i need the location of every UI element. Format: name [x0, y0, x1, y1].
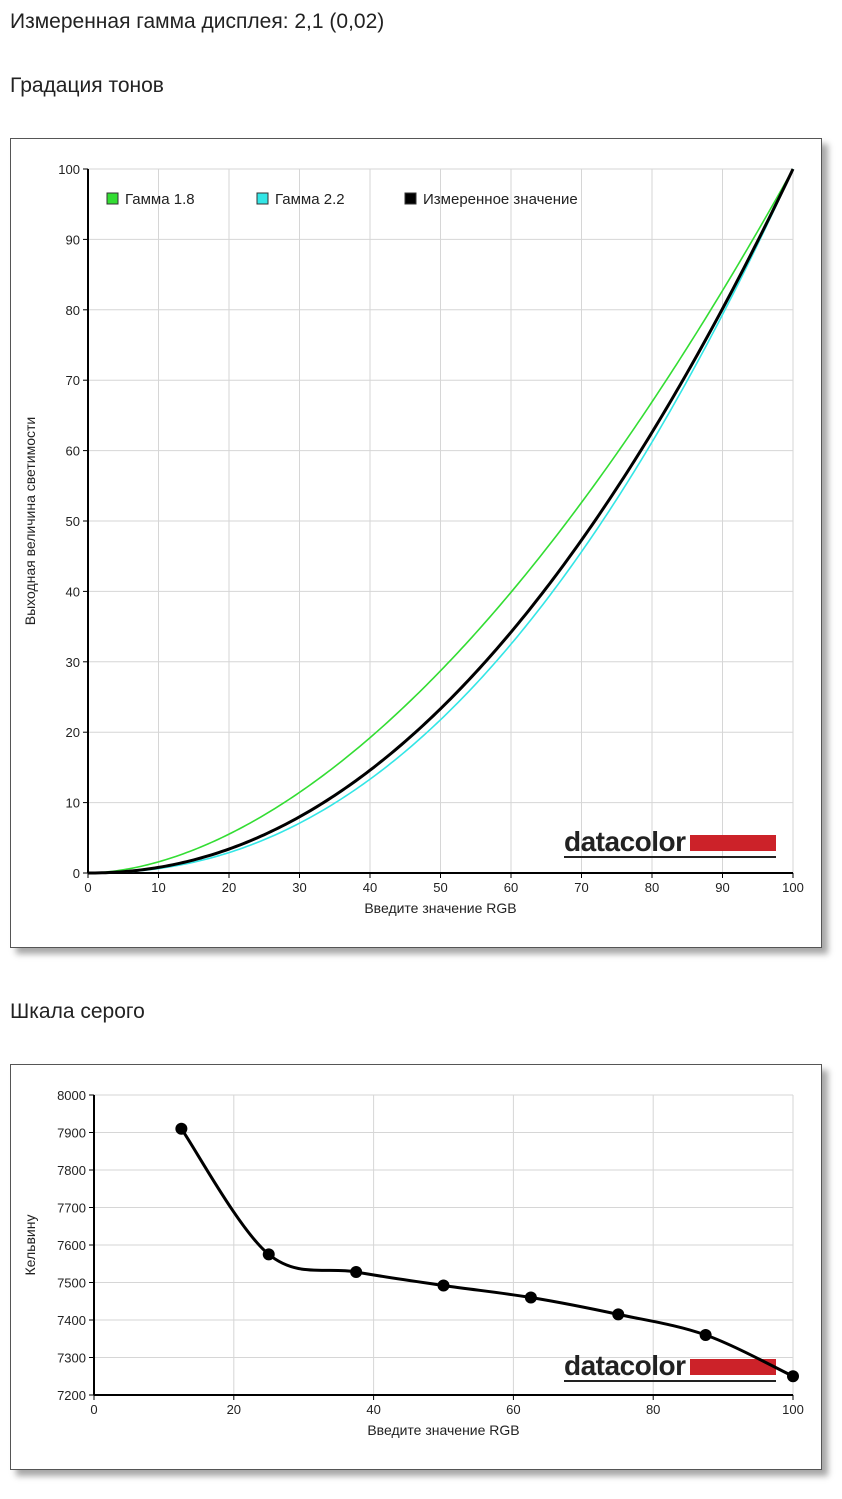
grayscale-data-point	[262, 1248, 275, 1261]
grayscale-chart: 0 20 40 60 80 100 7200 7300 7400 7500 7600 7700 7800…	[22, 1088, 804, 1438]
gray-x-tick-label: 40	[366, 1402, 380, 1417]
gray-datacolor-logo-bar	[690, 1359, 776, 1375]
grayscale-data-point	[787, 1370, 799, 1383]
gray-y-tick-label: 7400	[57, 1313, 86, 1328]
gray-y-tick-label: 7300	[57, 1351, 86, 1366]
tone-datacolor-logo-text: datacolor	[564, 826, 686, 857]
tone-gradation-chart: 0 10 20 30 40 50 60 70 80 90 100 0 10 20 30 40 50 60 70 80 9…	[22, 162, 804, 916]
tone-legend-label: Гамма 1.8	[125, 191, 195, 208]
tone-y-tick-label: 30	[66, 655, 80, 670]
tone-datacolor-logo-bar	[690, 835, 776, 851]
tone-y-tick-label: 0	[73, 866, 80, 881]
tone-x-tick-label: 60	[504, 880, 518, 895]
tone-x-tick-label: 100	[782, 880, 804, 895]
tone-x-tick-label: 10	[151, 880, 165, 895]
grayscale-data-point	[699, 1329, 712, 1341]
tone-y-tick-label: 70	[66, 373, 80, 388]
gray-y-tick-label: 7200	[57, 1388, 86, 1403]
tone-x-axis-title: Введите значение RGB	[364, 900, 516, 916]
gray-datacolor-logo-text: datacolor	[564, 1350, 686, 1381]
tone-y-tick-label: 50	[66, 514, 80, 529]
gray-y-tick-label: 7800	[57, 1163, 86, 1178]
tone-x-tick-label: 20	[222, 880, 236, 895]
grayscale-data-point	[175, 1122, 188, 1135]
grayscale-data-point	[437, 1279, 450, 1292]
tone-x-tick-label: 70	[574, 880, 588, 895]
tone-y-tick-label: 80	[66, 303, 80, 318]
gray-y-tick-label: 7700	[57, 1201, 86, 1216]
tone-x-tick-label: 50	[433, 880, 447, 895]
tone-y-tick-label: 90	[66, 232, 80, 247]
tone-legend-label: Измеренное значение	[423, 191, 578, 208]
gamma-1-8-line	[87, 168, 794, 874]
gray-y-tick-label: 7500	[57, 1276, 86, 1291]
tone-y-tick-label: 100	[58, 162, 80, 177]
tone-gradation-title: Градация тонов	[10, 74, 164, 97]
tone-y-tick-label: 10	[66, 796, 80, 811]
tone-x-tick-label: 80	[645, 880, 659, 895]
tone-legend-label: Гамма 2.2	[275, 191, 345, 208]
tone-x-tick-label: 0	[84, 880, 91, 895]
tone-gradation-chart-panel: 0 10 20 30 40 50 60 70 80 90 100 0 10 20 30 40 50 60 70 80 9…	[10, 138, 822, 948]
measured-gamma-text: Измеренная гамма дисплея: 2,1 (0,02)	[10, 10, 385, 33]
gray-x-tick-label: 100	[782, 1402, 804, 1417]
gray-x-axis-title: Введите значение RGB	[367, 1422, 519, 1438]
gray-x-tick-label: 20	[227, 1402, 241, 1417]
tone-legend-swatch	[256, 192, 269, 205]
grayscale-title: Шкала серого	[10, 1000, 145, 1023]
tone-y-tick-label: 40	[66, 584, 80, 599]
tone-y-tick-label: 20	[66, 725, 80, 740]
tone-y-axis-title: Выходная величина светимости	[22, 417, 38, 625]
grayscale-data-point	[350, 1266, 363, 1278]
gray-y-axis-title: Кельвину	[22, 1215, 38, 1276]
gray-x-tick-label: 60	[506, 1402, 520, 1417]
gray-y-tick-label: 7600	[57, 1238, 86, 1253]
grayscale-chart-panel: 0 20 40 60 80 100 7200 7300 7400 7500 7600 7700 7800…	[10, 1064, 822, 1470]
grayscale-data-point	[524, 1291, 537, 1304]
tone-legend-swatch	[404, 192, 417, 205]
tone-y-tick-label: 60	[66, 444, 80, 459]
gray-y-tick-label: 7900	[57, 1126, 86, 1141]
tone-legend-swatch	[106, 192, 119, 205]
grayscale-data-point	[612, 1308, 625, 1321]
gamma-2-2-line	[87, 168, 794, 874]
gray-x-tick-label: 80	[646, 1402, 660, 1417]
gray-y-tick-label: 8000	[57, 1088, 86, 1103]
gray-x-tick-label: 0	[90, 1402, 97, 1417]
tone-x-tick-label: 40	[363, 880, 377, 895]
tone-x-tick-label: 90	[715, 880, 729, 895]
tone-x-tick-label: 30	[292, 880, 306, 895]
measured-value-line	[87, 168, 795, 875]
